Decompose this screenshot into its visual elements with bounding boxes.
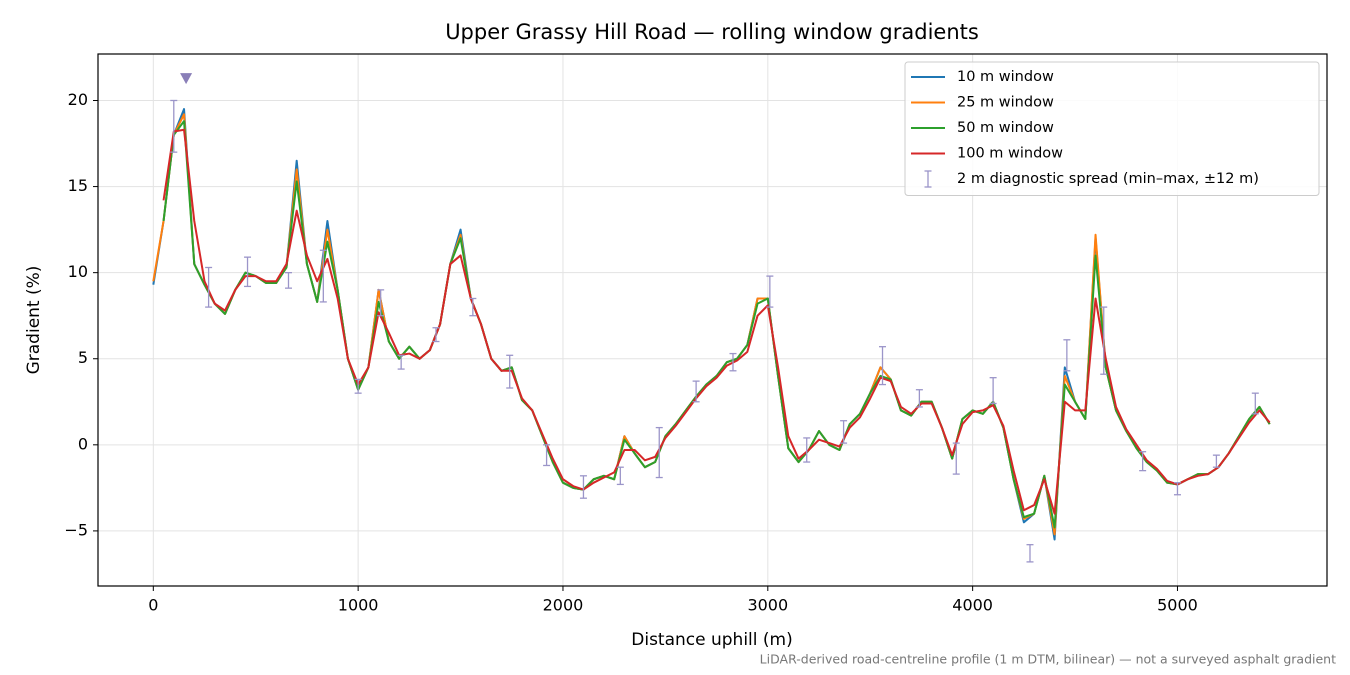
x-tick-label: 3000 bbox=[747, 596, 788, 615]
series-line bbox=[162, 128, 1271, 515]
y-tick-label: 20 bbox=[68, 90, 88, 109]
x-tick-label: 2000 bbox=[543, 596, 584, 615]
x-tick-label: 4000 bbox=[952, 596, 993, 615]
legend-label: 25 m window bbox=[957, 95, 1054, 111]
x-tick-label: 5000 bbox=[1157, 596, 1198, 615]
legend-label: 50 m window bbox=[957, 120, 1054, 136]
footnote: LiDAR-derived road-centreline profile (1… bbox=[760, 652, 1336, 667]
x-tick-label: 0 bbox=[148, 596, 158, 615]
y-tick-label: 15 bbox=[68, 176, 88, 195]
y-tick-label: 5 bbox=[78, 348, 88, 367]
legend-label: 100 m window bbox=[957, 146, 1063, 162]
y-axis-label: Gradient (%) bbox=[24, 266, 44, 375]
legend-label: 2 m diagnostic spread (min–max, ±12 m) bbox=[957, 171, 1259, 187]
y-tick-label: 10 bbox=[68, 262, 88, 281]
chart-title: Upper Grassy Hill Road — rolling window … bbox=[445, 20, 979, 44]
x-axis-label: Distance uphill (m) bbox=[631, 630, 792, 650]
peak-marker bbox=[180, 73, 193, 85]
x-tick-label: 1000 bbox=[338, 596, 379, 615]
legend-label: 10 m window bbox=[957, 69, 1054, 85]
plot-frame bbox=[97, 53, 1328, 587]
y-tick-label: −5 bbox=[64, 520, 88, 539]
legend-box bbox=[904, 61, 1320, 196]
y-tick-label: 0 bbox=[78, 434, 88, 453]
